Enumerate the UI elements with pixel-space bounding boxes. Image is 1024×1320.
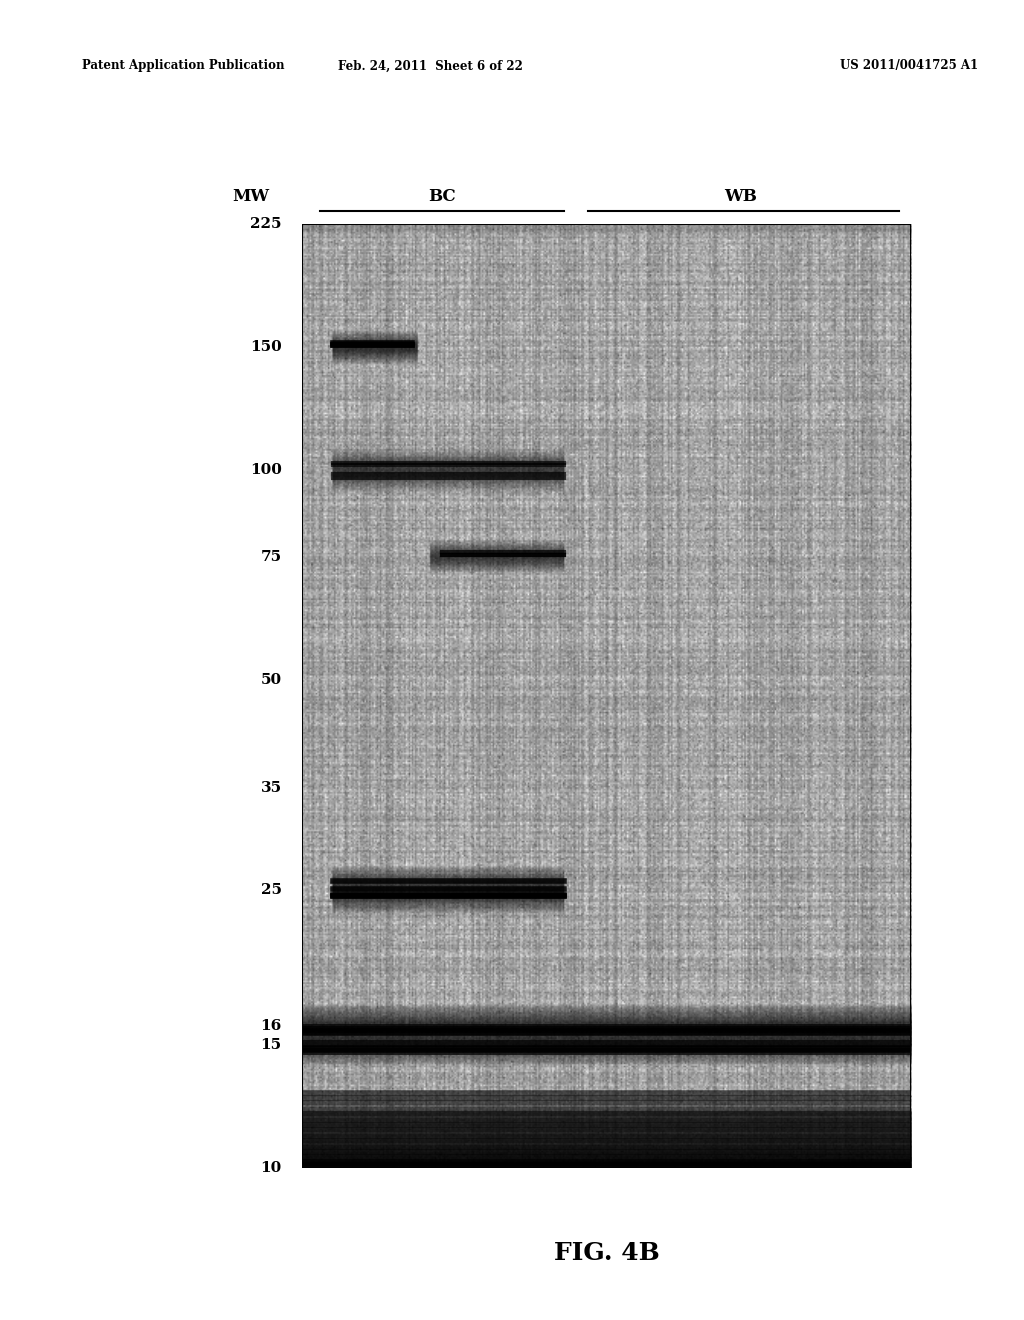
Text: WB: WB [724, 187, 757, 205]
Text: 75: 75 [260, 550, 282, 565]
Text: US 2011/0041725 A1: US 2011/0041725 A1 [840, 59, 978, 73]
Text: 10: 10 [260, 1162, 282, 1175]
Text: 15: 15 [260, 1039, 282, 1052]
Text: 225: 225 [250, 218, 282, 231]
Text: Patent Application Publication: Patent Application Publication [82, 59, 285, 73]
Text: BC: BC [428, 187, 456, 205]
Text: 16: 16 [260, 1019, 282, 1032]
Text: 35: 35 [260, 781, 282, 796]
Text: FIG. 4B: FIG. 4B [554, 1241, 659, 1265]
Text: 25: 25 [260, 883, 282, 898]
Text: 50: 50 [260, 673, 282, 688]
Text: Feb. 24, 2011  Sheet 6 of 22: Feb. 24, 2011 Sheet 6 of 22 [338, 59, 522, 73]
Text: MW: MW [232, 187, 269, 205]
Text: 150: 150 [250, 341, 282, 354]
Text: 100: 100 [250, 463, 282, 478]
